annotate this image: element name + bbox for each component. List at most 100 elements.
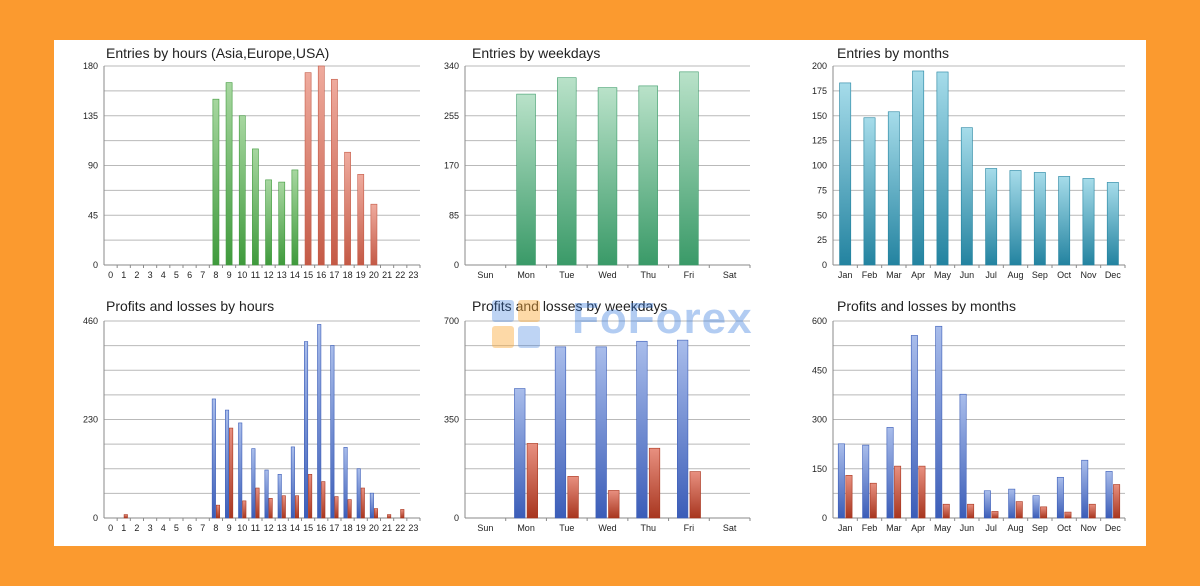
x-tick-label: Apr [911,270,925,280]
x-tick-label: 10 [237,523,247,533]
bar-profits-11 [251,448,256,519]
x-tick-label: 7 [200,523,205,533]
x-tick-label: 3 [148,270,153,280]
y-tick-label: 255 [444,111,459,121]
entries-by-months-chart: Entries by months 0 25 50 75 100 125 150 175 200 J… [812,45,1126,280]
bar-entries-20 [370,203,378,266]
y-tick-label: 300 [812,415,827,425]
x-tick-label: 10 [237,270,247,280]
x-tick-label: Tue [559,523,574,533]
x-tick-label: 15 [303,270,313,280]
y-tick-label: 450 [812,365,827,375]
y-tick-label: 350 [444,415,459,425]
x-tick-label: 23 [408,270,418,280]
bar-losses-nov [1088,503,1096,519]
x-tick-label: 5 [174,270,179,280]
bar-profits-mar [886,427,894,519]
x-tick-label: 14 [290,270,300,280]
bar-losses-18 [347,499,352,519]
y-tick-label: 0 [822,513,827,523]
bar-entries-dec [1106,182,1119,266]
y-tick-label: 180 [83,61,98,71]
x-tick-label: 5 [174,523,179,533]
bar-entries-oct [1058,176,1071,266]
bar-profits-20 [369,492,374,519]
x-tick-label: 3 [148,523,153,533]
bar-losses-jan [845,475,853,519]
x-tick-label: Feb [862,270,878,280]
x-tick-label: Sep [1032,523,1048,533]
x-tick-label: 8 [213,523,218,533]
bar-profits-8 [211,398,216,519]
y-tick-label: 0 [822,260,827,270]
x-tick-label: Tue [559,270,574,280]
bar-profits-18 [343,447,348,519]
bar-entries-jul [985,168,998,266]
y-tick-label: 175 [812,86,827,96]
bar-entries-14 [291,169,299,266]
bar-profits-thu [636,340,648,519]
y-tick-label: 45 [88,210,98,220]
bar-entries-15 [304,72,312,266]
y-tick-label: 0 [454,260,459,270]
bar-losses-1 [123,514,128,519]
chart-title: Entries by hours (Asia,Europe,USA) [106,45,329,61]
x-tick-label: Aug [1007,270,1023,280]
y-tick-label: 100 [812,161,827,171]
x-tick-label: 23 [408,523,418,533]
y-tick-label: 600 [812,316,827,326]
bar-losses-9 [229,427,234,519]
y-tick-label: 125 [812,136,827,146]
x-tick-label: Jan [838,270,853,280]
x-tick-label: Fri [684,523,695,533]
y-tick-label: 25 [817,235,827,245]
x-tick-label: Dec [1105,523,1122,533]
x-tick-label: 12 [264,270,274,280]
bar-entries-jan [839,82,852,266]
x-tick-label: Jul [985,270,997,280]
bar-entries-mar [887,111,900,266]
chart-title: Entries by weekdays [472,45,600,61]
bar-losses-thu [648,447,661,519]
bar-entries-18 [344,151,351,266]
bar-entries-may [936,71,949,266]
x-tick-label: 21 [382,523,392,533]
bar-losses-15 [308,474,313,519]
bar-profits-mon [514,388,526,519]
x-tick-label: 20 [369,523,379,533]
x-tick-label: Sun [477,523,493,533]
chart-title: Profits and losses by months [837,298,1016,314]
bar-losses-22 [400,509,405,519]
x-tick-label: Wed [598,523,616,533]
bar-profits-15 [304,341,309,519]
bar-entries-aug [1009,170,1022,266]
bar-entries-8 [212,98,220,266]
bar-losses-wed [608,490,620,519]
bar-profits-16 [317,324,322,519]
x-tick-label: 4 [161,270,166,280]
x-tick-label: 11 [251,523,260,533]
bar-profits-apr [910,335,918,519]
entries-by-weekdays-chart: Entries by weekdays 0 85 170 255 340 Sun Mon Tue… [444,45,751,280]
bar-profits-17 [330,345,335,519]
bar-profits-10 [238,422,243,519]
x-tick-label: Jun [960,270,975,280]
x-tick-label: 13 [277,523,287,533]
x-tick-label: 1 [121,270,126,280]
bar-losses-mar [894,465,902,519]
bar-entries-sep [1033,172,1046,266]
x-tick-label: Thu [640,270,656,280]
bar-entries-19 [357,174,365,266]
x-tick-label: Mar [886,270,902,280]
y-tick-label: 150 [812,111,827,121]
bar-losses-12 [268,498,273,519]
bar-losses-oct [1064,511,1072,519]
x-tick-label: Sun [477,270,493,280]
y-tick-label: 50 [817,210,827,220]
x-tick-label: 19 [356,523,366,533]
y-tick-label: 200 [812,61,827,71]
bar-losses-apr [918,465,926,519]
x-tick-label: 1 [121,523,126,533]
x-tick-label: 2 [134,523,139,533]
y-tick-label: 85 [449,210,459,220]
